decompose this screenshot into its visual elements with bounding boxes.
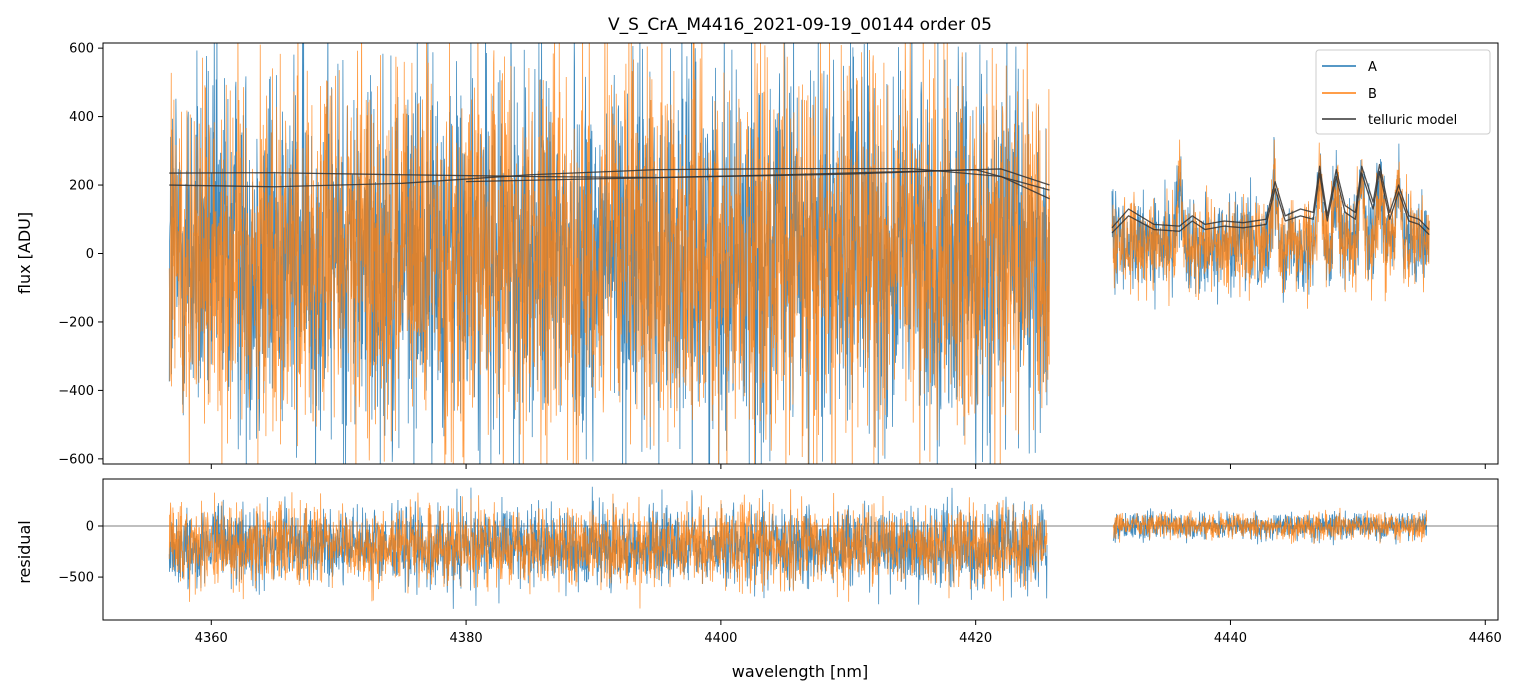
x-tick-label: 4460 bbox=[1469, 631, 1502, 646]
telluric-model-curve-5 bbox=[1111, 170, 1430, 236]
legend: A B telluric model bbox=[1315, 49, 1491, 135]
telluric-model-curve-4 bbox=[1111, 163, 1430, 230]
flux-y-ticks: −600 −400 −200 0 200 400 600 bbox=[58, 42, 103, 467]
flux-x-ticks bbox=[210, 464, 1486, 469]
x-tick-label: 4440 bbox=[1214, 631, 1247, 646]
x-axis-label: wavelength [nm] bbox=[732, 662, 869, 681]
flux-data bbox=[168, 43, 1430, 464]
series-b-segment-2 bbox=[1111, 139, 1430, 309]
series-b-segment-2 bbox=[1112, 507, 1428, 545]
y-tick-label: −400 bbox=[58, 384, 94, 399]
y-tick-label: −200 bbox=[58, 315, 94, 330]
flux-panel: −600 −400 −200 0 200 400 600 flux [ADU] A B te… bbox=[15, 42, 1499, 469]
legend-label-b: B bbox=[1368, 87, 1377, 102]
residual-x-ticks: 4360 4380 4400 4420 4440 4460 bbox=[195, 620, 1502, 646]
x-tick-label: 4400 bbox=[704, 631, 737, 646]
chart-title: V_S_CrA_M4416_2021-09-19_00144 order 05 bbox=[608, 15, 992, 35]
y-tick-label: −500 bbox=[58, 571, 94, 586]
residual-y-ticks: −500 0 bbox=[58, 520, 103, 586]
residual-data bbox=[103, 486, 1498, 609]
legend-label-telluric: telluric model bbox=[1368, 113, 1457, 128]
y-tick-label: 200 bbox=[69, 179, 94, 194]
y-tick-label: 600 bbox=[69, 42, 94, 57]
residual-axes-frame bbox=[102, 478, 1499, 621]
x-tick-label: 4420 bbox=[959, 631, 992, 646]
series-b-segment-1 bbox=[168, 489, 1048, 609]
legend-label-a: A bbox=[1368, 60, 1377, 75]
x-tick-label: 4360 bbox=[195, 631, 228, 646]
telluric-model-curve-3 bbox=[466, 168, 1050, 191]
y-tick-label: 0 bbox=[86, 247, 94, 262]
flux-y-axis-label: flux [ADU] bbox=[15, 212, 34, 294]
series-b-segment-1 bbox=[168, 43, 1050, 464]
telluric-model-curve-2 bbox=[169, 167, 1050, 200]
y-tick-label: −600 bbox=[58, 452, 94, 467]
legend-box bbox=[1315, 49, 1491, 135]
x-tick-label: 4380 bbox=[450, 631, 483, 646]
y-tick-label: 400 bbox=[69, 110, 94, 125]
residual-y-axis-label: residual bbox=[15, 520, 34, 583]
y-tick-label: 0 bbox=[86, 520, 94, 535]
